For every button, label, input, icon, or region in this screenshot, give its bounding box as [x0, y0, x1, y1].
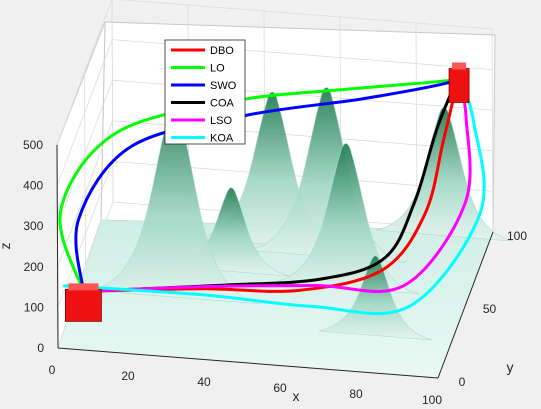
legend: DBO LO SWO COA LSO KOA — [164, 39, 246, 145]
z-axis-line — [56, 144, 59, 349]
z-tick-label: 300 — [23, 219, 43, 233]
x-tick-label: 0 — [49, 363, 56, 377]
grid-line-y — [84, 71, 86, 276]
x-tick-label: 20 — [121, 369, 135, 383]
grid-line-y — [111, 0, 114, 203]
legend-label: SWO — [210, 80, 237, 92]
grid-line-z — [119, 0, 493, 30]
goal-box — [448, 68, 470, 103]
legend-label: KOA — [210, 133, 234, 145]
z-tick-label: 100 — [24, 300, 44, 314]
z-axis-label: z — [0, 243, 13, 250]
x-tick-label: 40 — [197, 375, 211, 389]
x-axis-line — [57, 347, 439, 379]
start-box-top — [68, 283, 99, 291]
legend-label: DBO — [210, 45, 234, 57]
legend-box — [164, 39, 246, 145]
y-axis-line — [437, 231, 494, 379]
legend-label: COA — [210, 98, 235, 110]
x-tick-label: 100 — [422, 393, 442, 407]
legend-label: LO — [210, 63, 225, 75]
y-tick-label: 0 — [459, 375, 466, 389]
z-tick-label: 400 — [23, 179, 43, 193]
endpoint-markers — [65, 62, 470, 322]
series-path-LSO — [81, 73, 472, 293]
series-path-KOA — [62, 73, 486, 316]
start-box — [65, 288, 102, 322]
legend-label: LSO — [210, 115, 232, 127]
z-tick-label: 500 — [23, 138, 43, 152]
goal-box-top — [452, 62, 467, 70]
terrain-surface — [89, 87, 514, 341]
grid-line-x — [491, 28, 494, 233]
y-tick-label: 50 — [483, 302, 497, 316]
x-tick-label: 80 — [349, 387, 363, 401]
y-axis-label: y — [507, 359, 514, 375]
terrain-peak — [318, 255, 433, 341]
x-tick-label: 60 — [273, 381, 287, 395]
x-axis-label: x — [293, 388, 300, 404]
tick-labels: 0 20 40 60 80 100 0 50 100 0 100 200 300 400 500 — [23, 138, 527, 407]
series-path-DBO — [81, 73, 461, 293]
z-tick-label: 200 — [24, 260, 44, 274]
z-tick-label: 0 — [37, 341, 44, 355]
axes — [56, 144, 494, 379]
y-tick-label: 100 — [507, 229, 527, 243]
